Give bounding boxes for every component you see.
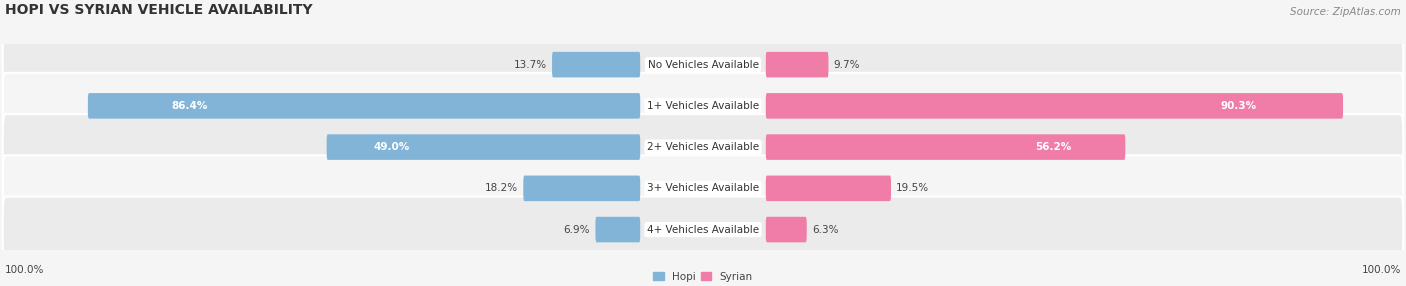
Text: 13.7%: 13.7% <box>513 60 547 69</box>
FancyBboxPatch shape <box>523 176 640 201</box>
FancyBboxPatch shape <box>326 134 640 160</box>
Text: 1+ Vehicles Available: 1+ Vehicles Available <box>647 101 759 111</box>
Text: Source: ZipAtlas.com: Source: ZipAtlas.com <box>1291 7 1402 17</box>
Text: 86.4%: 86.4% <box>172 101 207 111</box>
Text: 9.7%: 9.7% <box>834 60 860 69</box>
FancyBboxPatch shape <box>553 52 640 78</box>
Text: 2+ Vehicles Available: 2+ Vehicles Available <box>647 142 759 152</box>
Text: 6.3%: 6.3% <box>813 225 838 235</box>
Text: 100.0%: 100.0% <box>1362 265 1402 275</box>
FancyBboxPatch shape <box>766 134 1125 160</box>
FancyBboxPatch shape <box>3 73 1403 139</box>
Text: 6.9%: 6.9% <box>564 225 591 235</box>
Text: 4+ Vehicles Available: 4+ Vehicles Available <box>647 225 759 235</box>
FancyBboxPatch shape <box>3 114 1403 180</box>
Text: 49.0%: 49.0% <box>374 142 411 152</box>
Text: 90.3%: 90.3% <box>1220 101 1256 111</box>
Text: 56.2%: 56.2% <box>1035 142 1071 152</box>
Legend: Hopi, Syrian: Hopi, Syrian <box>654 272 752 282</box>
Text: No Vehicles Available: No Vehicles Available <box>648 60 758 69</box>
FancyBboxPatch shape <box>766 176 891 201</box>
FancyBboxPatch shape <box>3 196 1403 263</box>
FancyBboxPatch shape <box>596 217 640 242</box>
Text: HOPI VS SYRIAN VEHICLE AVAILABILITY: HOPI VS SYRIAN VEHICLE AVAILABILITY <box>4 3 312 17</box>
FancyBboxPatch shape <box>766 93 1343 119</box>
FancyBboxPatch shape <box>766 52 828 78</box>
FancyBboxPatch shape <box>87 93 640 119</box>
FancyBboxPatch shape <box>766 217 807 242</box>
FancyBboxPatch shape <box>3 155 1403 221</box>
Text: 18.2%: 18.2% <box>485 183 517 193</box>
Text: 19.5%: 19.5% <box>896 183 929 193</box>
Text: 3+ Vehicles Available: 3+ Vehicles Available <box>647 183 759 193</box>
FancyBboxPatch shape <box>3 32 1403 98</box>
Text: 100.0%: 100.0% <box>4 265 44 275</box>
